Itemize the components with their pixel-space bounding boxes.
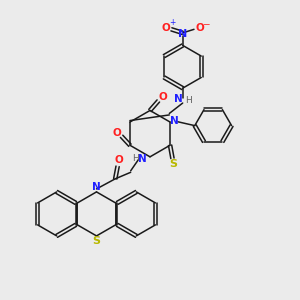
Text: N: N [92, 182, 101, 192]
Text: N: N [174, 94, 182, 104]
Text: H: H [132, 154, 139, 163]
Text: N: N [138, 154, 147, 164]
Text: O: O [159, 92, 167, 102]
Text: N: N [170, 116, 178, 127]
Text: O: O [112, 128, 121, 138]
Text: H: H [185, 97, 191, 106]
Text: +: + [170, 18, 176, 27]
Text: O: O [162, 23, 170, 33]
Text: O: O [114, 155, 123, 165]
Text: O: O [196, 23, 204, 33]
Text: −: − [202, 19, 210, 28]
Text: S: S [169, 159, 178, 169]
Text: S: S [92, 236, 101, 246]
Text: N: N [178, 29, 187, 39]
